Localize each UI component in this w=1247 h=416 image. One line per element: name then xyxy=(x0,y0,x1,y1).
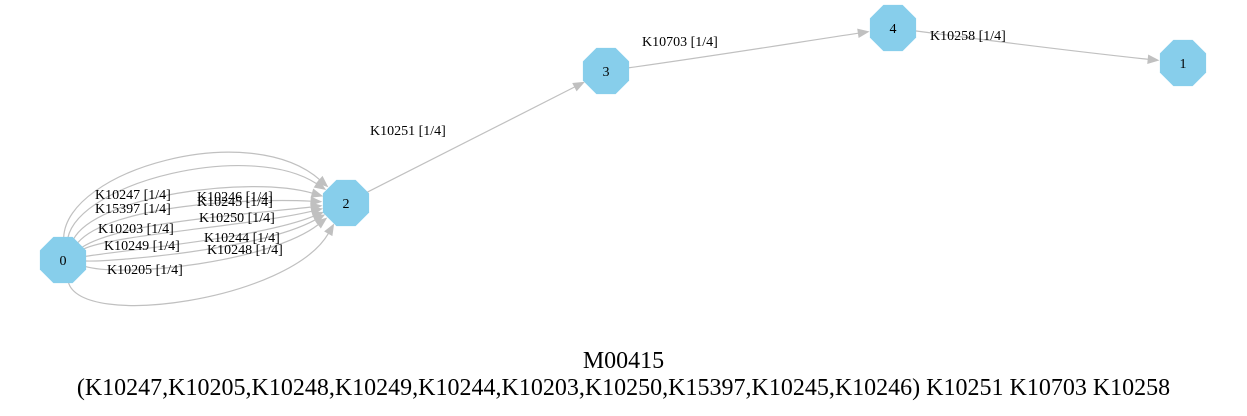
edge-3-4 xyxy=(628,32,859,69)
module-title: M00415 xyxy=(582,348,665,374)
edge-arrowhead-0-2 xyxy=(310,188,324,198)
edge-4-1 xyxy=(915,30,1149,60)
node-0-shape xyxy=(39,236,87,284)
edge-0-2 xyxy=(63,151,321,238)
node-0-label: 0 xyxy=(60,254,67,269)
node-3-shape xyxy=(582,47,630,95)
nodes-layer: 0 2 3 4 1 xyxy=(39,4,1207,284)
edge-label-4-1: K10258 [1/4] xyxy=(930,29,1006,44)
edge-arrowhead-0-2 xyxy=(315,217,328,229)
edge-arrowhead-0-2 xyxy=(324,223,335,237)
edge-0-2 xyxy=(85,219,316,262)
edge-label-0-2: K10205 [1/4] xyxy=(107,263,183,278)
edge-arrowhead-2-3 xyxy=(572,81,585,92)
node-4: 4 xyxy=(869,4,917,52)
edge-arrowhead-0-2 xyxy=(313,179,327,191)
node-2: 2 xyxy=(322,179,370,227)
node-2-shape xyxy=(322,179,370,227)
edge-0-2 xyxy=(81,206,312,248)
edge-0-2 xyxy=(77,199,312,244)
edge-label-0-2: K10244 [1/4] xyxy=(204,231,280,246)
node-4-shape xyxy=(869,4,917,52)
edge-label-0-2: K15397 [1/4] xyxy=(95,202,171,217)
node-1-shape xyxy=(1159,39,1207,87)
node-1: 1 xyxy=(1159,39,1207,87)
node-1-label: 1 xyxy=(1180,57,1187,72)
module-definition: (K10247,K10205,K10248,K10249,K10244,K102… xyxy=(76,375,1171,401)
edge-labels-layer: K10247 [1/4] K10246 [1/4]K10245 [1/4] K153… xyxy=(95,29,1006,278)
edge-0-2 xyxy=(85,215,314,257)
edge-label-0-2: K10246 [1/4] xyxy=(197,190,273,205)
node-3: 3 xyxy=(582,47,630,95)
edge-label-0-2: K10245 [1/4] xyxy=(197,195,273,210)
edge-label-0-2: K10247 [1/4] xyxy=(95,188,171,203)
edge-2-3 xyxy=(365,86,576,194)
node-2-label: 2 xyxy=(343,197,350,212)
edge-0-2 xyxy=(82,210,313,250)
node-4-label: 4 xyxy=(890,22,897,37)
edge-label-0-2: K10249 [1/4] xyxy=(104,239,180,254)
edge-0-2 xyxy=(67,165,318,239)
edge-0-2 xyxy=(67,232,330,307)
edge-label-0-2: K10250 [1/4] xyxy=(199,211,275,226)
edge-0-2 xyxy=(72,186,313,241)
edge-0-2 xyxy=(84,224,319,271)
edge-arrowhead-3-4 xyxy=(857,28,870,39)
node-3-label: 3 xyxy=(603,65,610,80)
edge-label-0-2: K10203 [1/4] xyxy=(98,222,174,237)
edge-label-0-2: K10248 [1/4] xyxy=(207,243,283,258)
edge-label-2-3: K10251 [1/4] xyxy=(370,124,446,139)
edge-arrowhead-4-1 xyxy=(1147,54,1160,64)
node-0: 0 xyxy=(39,236,87,284)
edges-layer xyxy=(63,28,1160,307)
edge-label-3-4: K10703 [1/4] xyxy=(642,35,718,50)
